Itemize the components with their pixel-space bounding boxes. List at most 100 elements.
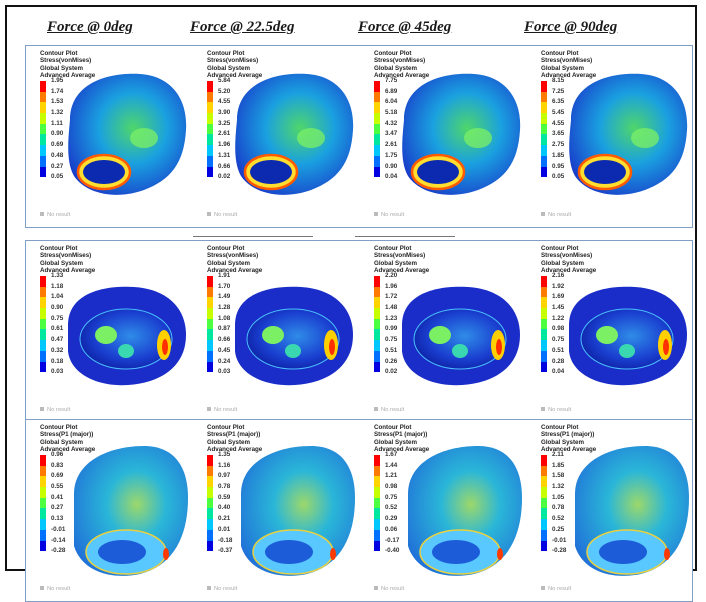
no-result-swatch [40, 212, 44, 216]
legend-value: 0.26 [385, 357, 398, 365]
plot-label-line: Advanced Average [40, 445, 96, 453]
plot-label-line: Global System [207, 259, 250, 267]
legend-value: 0.75 [385, 336, 398, 344]
legend-value: 0.66 [218, 162, 231, 170]
plot-label: Contour Plot Stress(P1 (major)) Global Sys… [207, 424, 262, 453]
legend-tick: 0.06 [374, 526, 418, 541]
legend-swatch [541, 487, 547, 498]
legend-value: 0.51 [385, 346, 398, 354]
legend-value: 1.44 [385, 461, 398, 469]
divider-line [193, 236, 313, 237]
legend-swatch [40, 340, 46, 351]
legend-value: 1.22 [552, 314, 565, 322]
opening [98, 540, 146, 564]
legend-tick: 3.65 [541, 130, 585, 146]
legend-value: 0.27 [51, 504, 64, 512]
legend-swatch [541, 497, 547, 509]
plot-label-line: Contour Plot [40, 245, 78, 252]
legend-tick: 1.85 [541, 152, 585, 167]
legend-swatch [374, 476, 380, 488]
legend-swatch [374, 102, 380, 114]
legend-value: 0.45 [218, 346, 231, 354]
legend-swatch [40, 519, 46, 530]
contour-panel: Contour Plot Stress(P1 (major)) Global Sys… [26, 420, 193, 601]
inner-bubble [619, 344, 635, 358]
legend-value: 0.90 [51, 304, 64, 312]
legend-tick: 0.26 [374, 358, 418, 373]
header-force-45deg: Force @ 45deg [358, 19, 452, 35]
legend-value: 1.74 [51, 87, 64, 95]
plot-label: Contour Plot Stress(vonMises) Global Syste… [541, 50, 596, 79]
legend-swatch [541, 529, 547, 541]
legend-value: 0.75 [552, 336, 565, 344]
fem-model-render [575, 446, 689, 576]
legend-swatch [541, 123, 547, 135]
legend-swatch [541, 465, 547, 477]
legend-tick: 0.32 [40, 347, 84, 362]
plot-label-line: Stress(vonMises) [541, 252, 593, 260]
legend-swatch [40, 329, 46, 341]
legend-value: -0.28 [51, 547, 66, 555]
legend-value: 1.95 [51, 77, 64, 84]
fem-model-render [408, 446, 522, 576]
no-result-label: No result [47, 407, 71, 413]
legend-value: 2.61 [385, 141, 398, 149]
plot-label-line: Advanced Average [374, 445, 430, 453]
legend-swatch [374, 276, 380, 287]
legend-value: 3.65 [552, 130, 565, 138]
plot-label-line: Stress(vonMises) [374, 252, 426, 260]
legend-swatch [207, 145, 213, 156]
legend-tick: 1.35 [207, 451, 251, 466]
legend-swatch [40, 308, 46, 319]
legend-tick: 0.28 [541, 358, 585, 373]
legend-value: 0.52 [385, 504, 398, 512]
opening [599, 540, 647, 564]
legend-swatch [207, 102, 213, 114]
plot-label-line: Contour Plot [541, 424, 579, 431]
contour-panel: Contour Plot Stress(vonMises) Global Syste… [26, 241, 193, 422]
legend-swatch [541, 113, 547, 124]
legend-value: 1.67 [385, 451, 398, 458]
legend-value: 0.90 [51, 130, 64, 138]
legend-swatch [374, 123, 380, 135]
legend-value: 0.55 [51, 483, 64, 491]
legend-swatch [541, 81, 547, 92]
legend-value: 0.29 [385, 515, 398, 523]
legend-tick: 1.85 [541, 462, 585, 477]
legend-value: 1.35 [218, 451, 231, 458]
no-result-entry: No result [541, 586, 571, 592]
legend-tick: 0.48 [40, 152, 84, 167]
legend-tick: 0.96 [40, 451, 84, 466]
no-result-entry: No result [541, 407, 571, 413]
no-result-label: No result [214, 212, 238, 218]
legend-value: 3.47 [385, 130, 398, 138]
legend-tick: 6.35 [541, 98, 585, 114]
legend-value: 0.97 [218, 472, 231, 480]
opening [584, 160, 626, 184]
inner-bubble [118, 344, 134, 358]
header-force-22-5deg: Force @ 22.5deg [190, 19, 295, 35]
plot-label-line: Contour Plot [207, 50, 245, 57]
plot-label-line: Contour Plot [374, 424, 412, 431]
no-result-entry: No result [374, 586, 404, 592]
legend-value: -0.17 [385, 536, 400, 544]
legend-swatch [374, 465, 380, 477]
legend-tick: 0.97 [207, 472, 251, 488]
no-result-label: No result [381, 586, 405, 592]
legend-tick: -0.18 [207, 537, 251, 552]
plot-label-line: Advanced Average [541, 266, 597, 274]
plot-label-line: Stress(vonMises) [207, 252, 259, 260]
plot-label-line: Advanced Average [374, 71, 430, 79]
plot-label-line: Advanced Average [541, 445, 597, 453]
legend-value: 0.13 [51, 515, 64, 523]
legend-tick: 0.83 [40, 462, 84, 477]
legend-tick: 4.32 [374, 120, 418, 135]
color-legend: 8.15 7.25 6.35 5.45 4.55 3.65 2.75 1.85 0.95 0.05 [541, 77, 585, 183]
legend-value: -0.14 [51, 536, 66, 544]
no-result-label: No result [47, 212, 71, 218]
legend-value: 0.99 [385, 325, 398, 333]
legend-value: 0.78 [552, 504, 565, 512]
legend-swatch [374, 91, 380, 103]
legend-value: 1.31 [218, 151, 231, 159]
legend-tick: 1.69 [541, 293, 585, 309]
